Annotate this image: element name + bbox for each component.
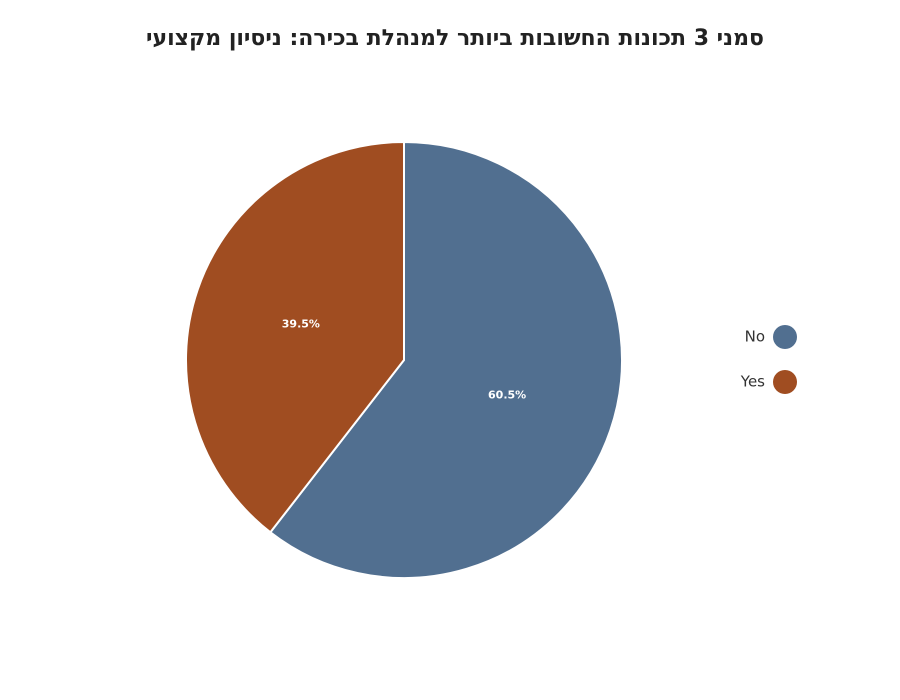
legend-swatch-no xyxy=(773,325,797,349)
legend-swatch-yes xyxy=(773,370,797,394)
pie-slice-labels: 60.5% 39.5% xyxy=(282,318,526,402)
pie-slice-no[interactable] xyxy=(268,140,623,579)
legend: No Yes xyxy=(740,325,797,394)
pie-slices xyxy=(185,140,623,579)
pie-slice-label-yes: 39.5% xyxy=(282,318,320,331)
legend-item-no[interactable]: No xyxy=(745,325,797,349)
pie-slice-label-no: 60.5% xyxy=(488,388,526,401)
chart-title: סמני 3 תכונות החשובות ביותר למנהלת בכירה… xyxy=(146,26,764,51)
pie-slice-yes[interactable] xyxy=(185,140,405,534)
legend-label-no: No xyxy=(745,328,765,346)
legend-label-yes: Yes xyxy=(740,373,765,391)
legend-item-yes[interactable]: Yes xyxy=(740,370,797,394)
